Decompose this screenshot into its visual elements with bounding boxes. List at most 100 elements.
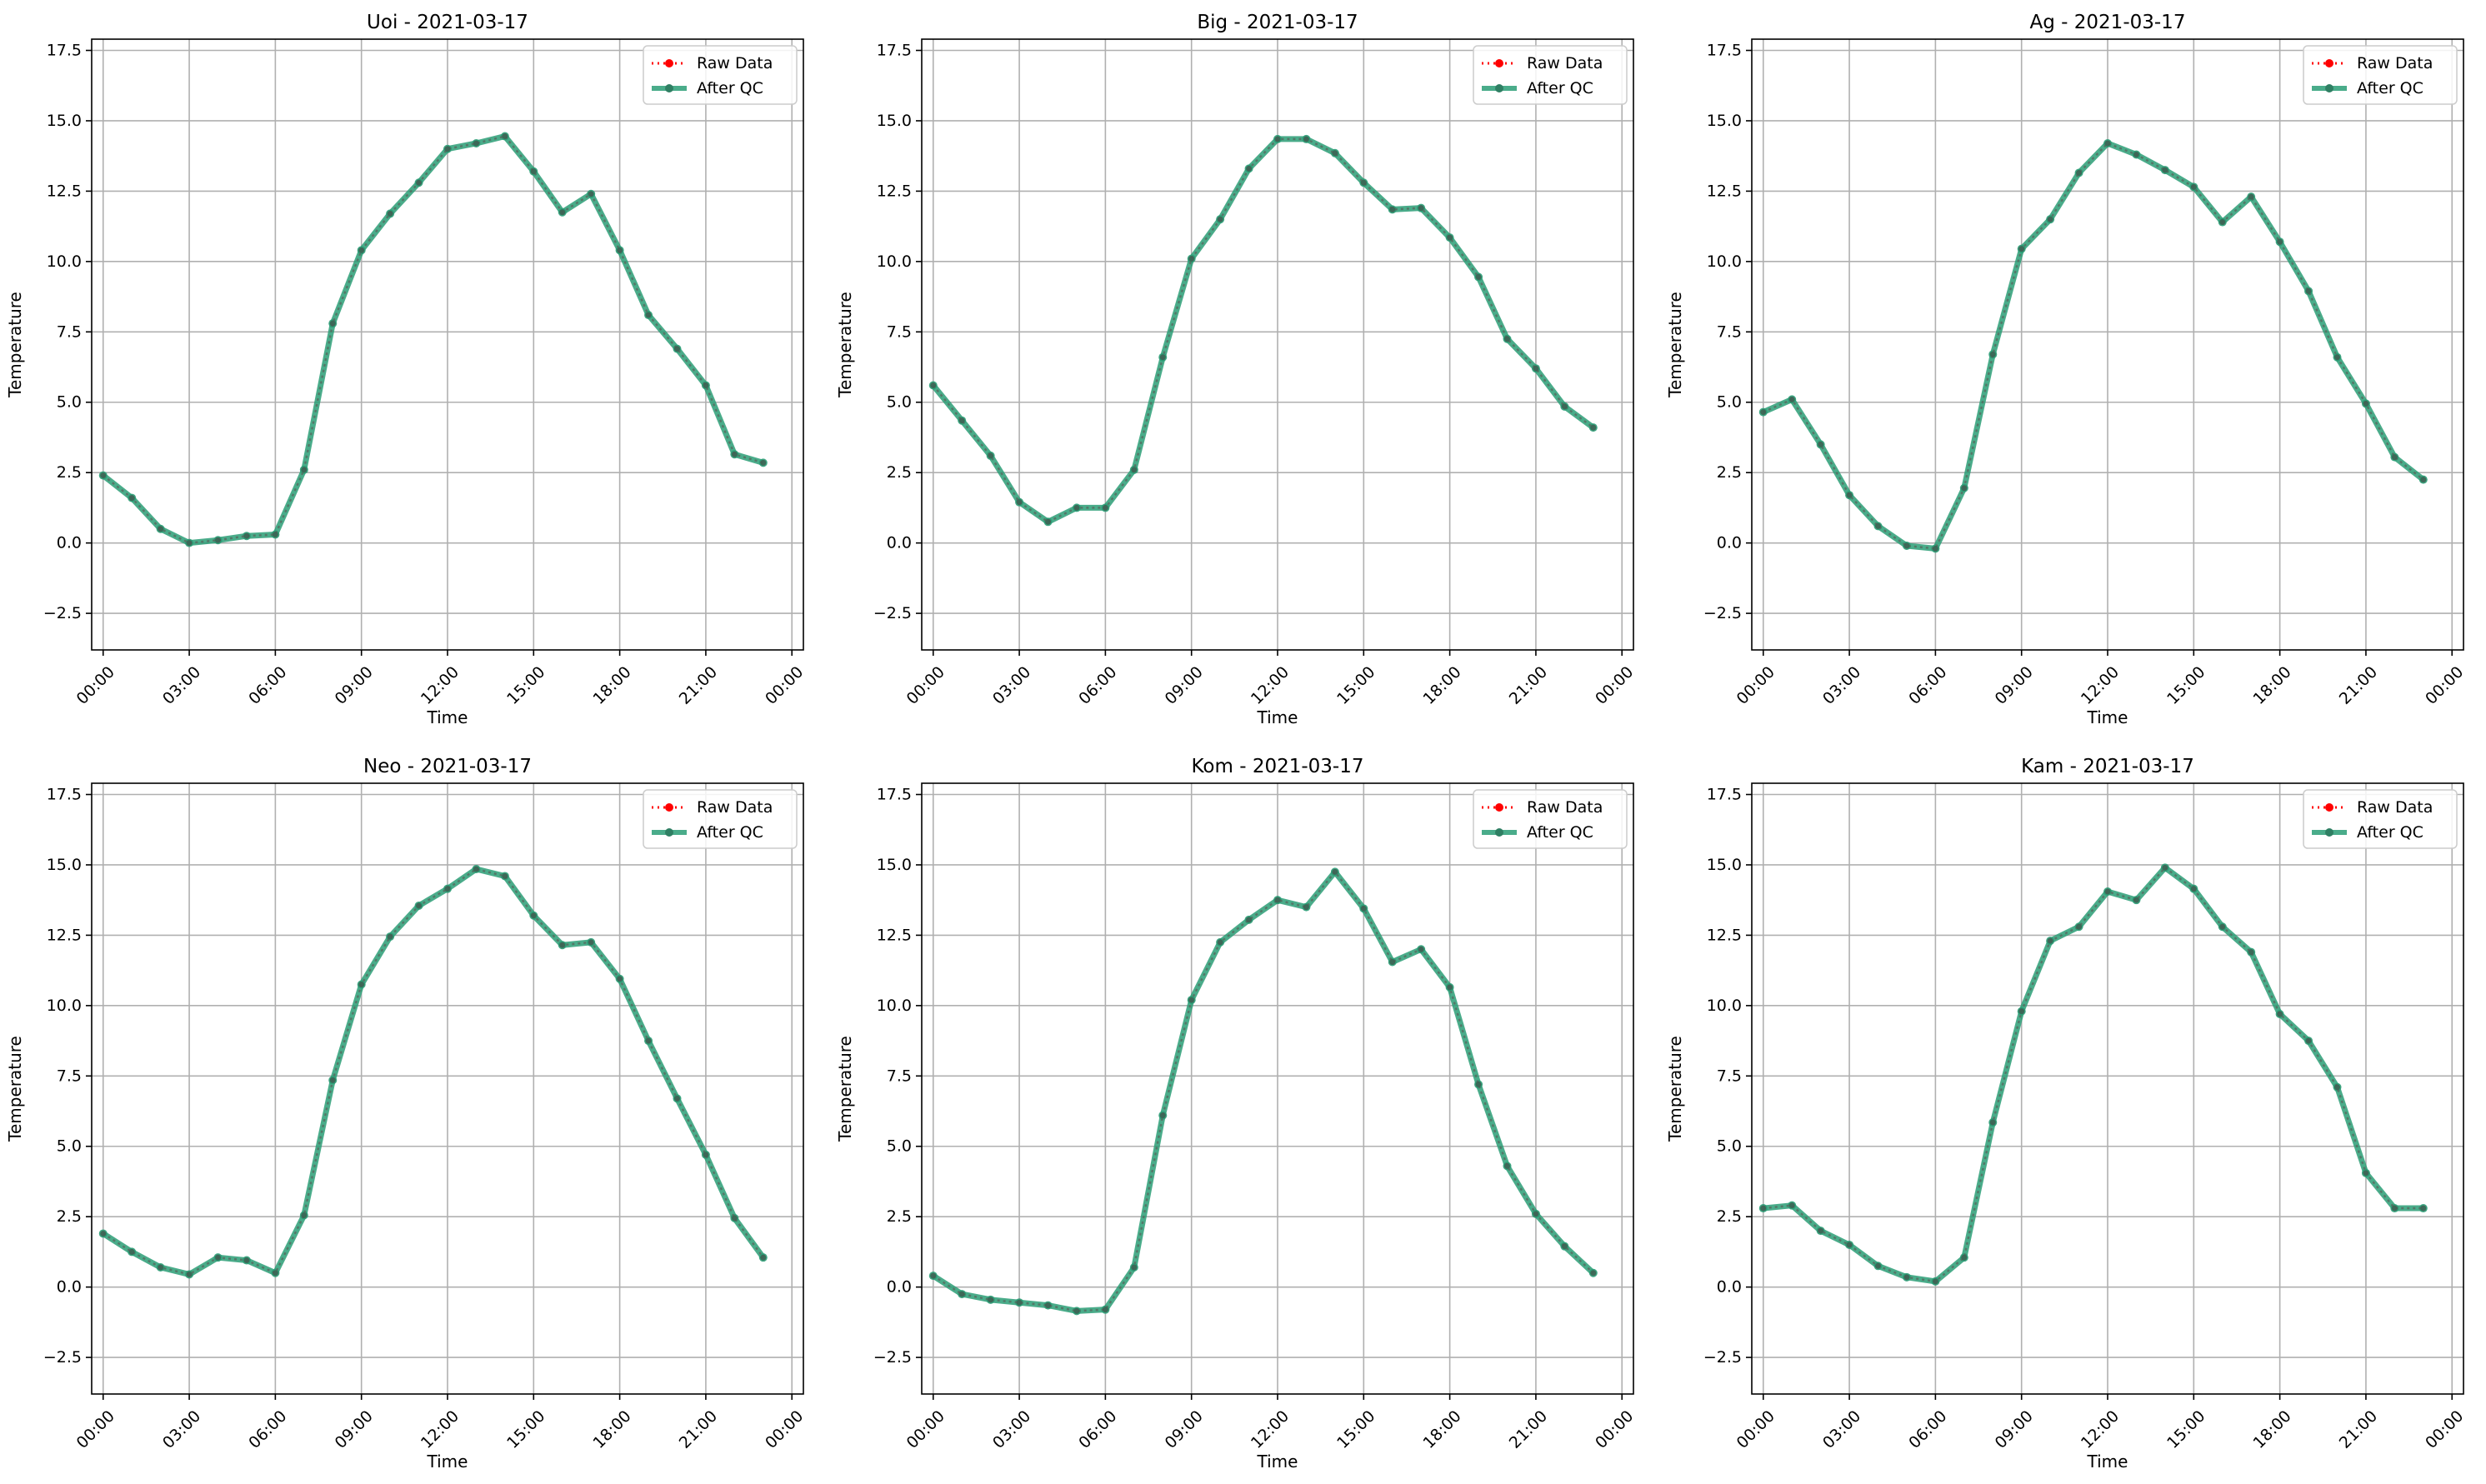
raw-data-point — [1990, 1120, 1996, 1126]
x-tick-label: 18:00 — [589, 1407, 634, 1452]
raw-data-point — [2162, 865, 2168, 871]
x-tick-label: 09:00 — [1162, 1407, 1207, 1452]
y-tick-label: 7.5 — [1717, 1067, 1742, 1085]
raw-data-point — [445, 886, 451, 892]
raw-data-point — [100, 472, 106, 478]
raw-data-point — [2076, 170, 2082, 176]
raw-data-point — [1818, 1228, 1823, 1234]
y-tick-label: 5.0 — [57, 1137, 82, 1156]
raw-data-point — [588, 939, 594, 945]
raw-data-point — [531, 912, 537, 918]
y-tick-label: −2.5 — [873, 1348, 912, 1367]
raw-data-point — [2191, 886, 2197, 892]
raw-data-point — [158, 526, 163, 532]
raw-data-point — [2277, 1011, 2283, 1017]
y-tick-label: 12.5 — [1707, 926, 1742, 944]
raw-data-point — [1361, 180, 1367, 186]
x-axis-label: Time — [427, 1452, 468, 1472]
y-tick-label: 17.5 — [877, 786, 912, 804]
raw-data-point — [2048, 217, 2053, 222]
x-tick-label: 00:00 — [1592, 663, 1637, 708]
raw-data-point — [646, 312, 652, 318]
x-tick-label: 09:00 — [332, 1407, 377, 1452]
y-tick-label: 7.5 — [887, 322, 912, 341]
y-tick-label: 7.5 — [57, 1067, 82, 1085]
raw-data-point — [959, 1292, 965, 1297]
y-tick-label: 0.0 — [57, 1278, 82, 1297]
subplot-4: 00:00 03:00 06:00 09:00 12:00 15:00 18:00 21:00… — [835, 756, 1637, 1472]
x-tick-label: 21:00 — [676, 663, 721, 708]
legend-after-qc-marker — [665, 84, 673, 92]
raw-data-point — [732, 452, 738, 457]
x-tick-label: 00:00 — [1733, 1407, 1778, 1452]
x-tick-label: 03:00 — [159, 1407, 204, 1452]
grid — [1752, 39, 2463, 650]
raw-data-point — [1933, 1278, 1938, 1284]
x-tick-label: 15:00 — [1333, 663, 1378, 708]
y-tick-label: −2.5 — [873, 604, 912, 622]
legend-after-qc-marker — [1495, 828, 1503, 837]
raw-data-point — [243, 533, 249, 539]
x-tick-label: 00:00 — [762, 663, 807, 708]
x-axis-label: Time — [427, 707, 468, 727]
x-tick-label: 15:00 — [503, 663, 548, 708]
raw-data-point — [959, 417, 965, 423]
x-tick-label: 06:00 — [245, 1407, 290, 1452]
y-tick-label: 2.5 — [887, 1207, 912, 1226]
y-tick-label: 17.5 — [877, 42, 912, 60]
raw-data-point — [2420, 477, 2426, 482]
x-tick-label: 00:00 — [73, 663, 118, 708]
y-tick-label: −2.5 — [43, 604, 82, 622]
legend-raw-data-marker — [665, 59, 673, 67]
raw-data-point — [187, 1272, 193, 1277]
y-tick-label: 2.5 — [57, 463, 82, 482]
raw-data-point — [1847, 1242, 1853, 1247]
x-tick-label: 15:00 — [503, 1407, 548, 1452]
y-tick-label: 12.5 — [47, 926, 82, 944]
raw-data-line — [933, 139, 1593, 522]
raw-data-point — [1361, 906, 1367, 912]
legend-label-raw-data: Raw Data — [2357, 54, 2433, 72]
y-tick-label: 15.0 — [877, 856, 912, 874]
x-tick-label: 00:00 — [903, 1407, 948, 1452]
x-tick-label: 12:00 — [2078, 1407, 2123, 1452]
grid — [92, 39, 803, 650]
series-after-qc — [1759, 139, 2428, 552]
y-axis-label: Temperature — [1665, 292, 1685, 398]
x-tick-label: 15:00 — [2163, 1407, 2208, 1452]
x-tick-label: 09:00 — [1992, 663, 2037, 708]
raw-data-point — [732, 1215, 738, 1221]
chart-title: Big - 2021-03-17 — [1197, 12, 1358, 33]
y-tick-label: 2.5 — [887, 463, 912, 482]
raw-data-line — [933, 872, 1593, 1311]
y-tick-label: 17.5 — [47, 42, 82, 60]
raw-data-point — [2306, 1038, 2312, 1044]
raw-data-point — [2363, 1170, 2368, 1176]
raw-data-point — [129, 1249, 135, 1255]
y-axis-label: Temperature — [5, 292, 25, 398]
raw-data-point — [2133, 152, 2139, 157]
x-tick-label: 09:00 — [1992, 1407, 2037, 1452]
raw-data-point — [1188, 256, 1194, 262]
after-qc-line — [1763, 143, 2423, 548]
raw-data-point — [473, 867, 479, 872]
series-raw-data — [930, 136, 1596, 524]
subplot-5: 00:00 03:00 06:00 09:00 12:00 15:00 18:00 21:00… — [1665, 756, 2467, 1472]
y-tick-label: 2.5 — [1717, 1207, 1742, 1226]
series-after-qc — [929, 135, 1598, 526]
raw-data-point — [1246, 917, 1252, 922]
y-tick-label: 7.5 — [887, 1067, 912, 1085]
x-tick-label: 06:00 — [1905, 1407, 1950, 1452]
y-tick-label: −2.5 — [1703, 604, 1742, 622]
x-tick-label: 18:00 — [2249, 663, 2294, 708]
after-qc-line — [933, 872, 1593, 1311]
raw-data-point — [1303, 904, 1309, 910]
x-tick-label: 00:00 — [1592, 1407, 1637, 1452]
raw-data-point — [1760, 409, 1766, 415]
raw-data-point — [646, 1038, 652, 1044]
raw-data-point — [617, 247, 623, 253]
raw-data-point — [1103, 505, 1108, 511]
raw-data-point — [1447, 235, 1453, 241]
raw-data-point — [1590, 425, 1596, 431]
